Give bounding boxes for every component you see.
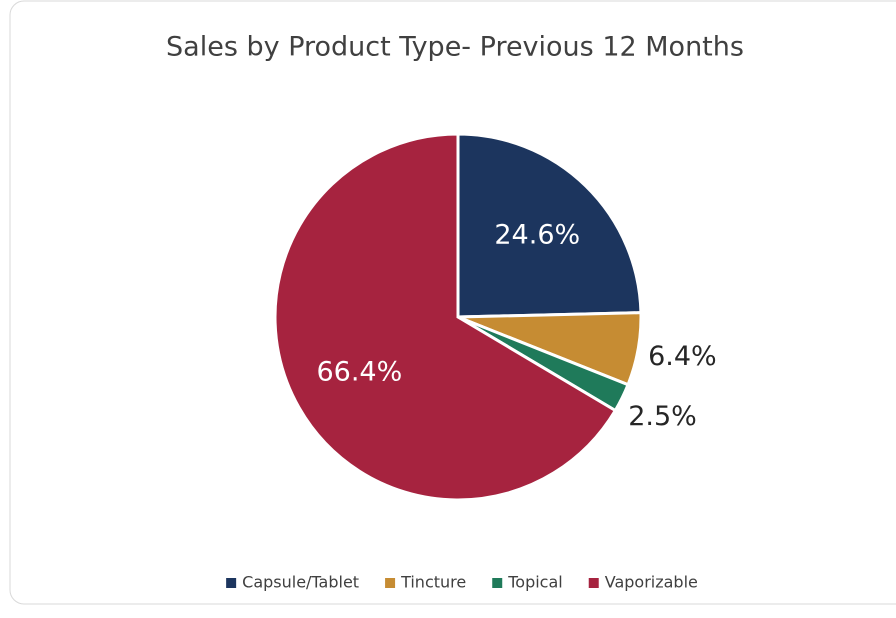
data-label: 6.4%: [648, 341, 717, 372]
legend-label: Tincture: [400, 573, 466, 592]
chart-title: Sales by Product Type- Previous 12 Month…: [166, 32, 744, 63]
pie-slice: [456, 132, 643, 319]
legend-label: Capsule/Tablet: [242, 573, 359, 592]
legend-label: Vaporizable: [605, 573, 698, 592]
data-label: 2.5%: [628, 401, 697, 432]
pie-slice: [273, 132, 618, 502]
data-label: 66.4%: [316, 357, 402, 388]
legend-swatch: [588, 578, 599, 588]
legend-swatch: [492, 578, 503, 588]
legend-swatch: [226, 578, 237, 588]
legend-label: Topical: [507, 573, 563, 592]
legend-swatch: [385, 578, 396, 588]
data-label: 24.6%: [494, 219, 580, 250]
